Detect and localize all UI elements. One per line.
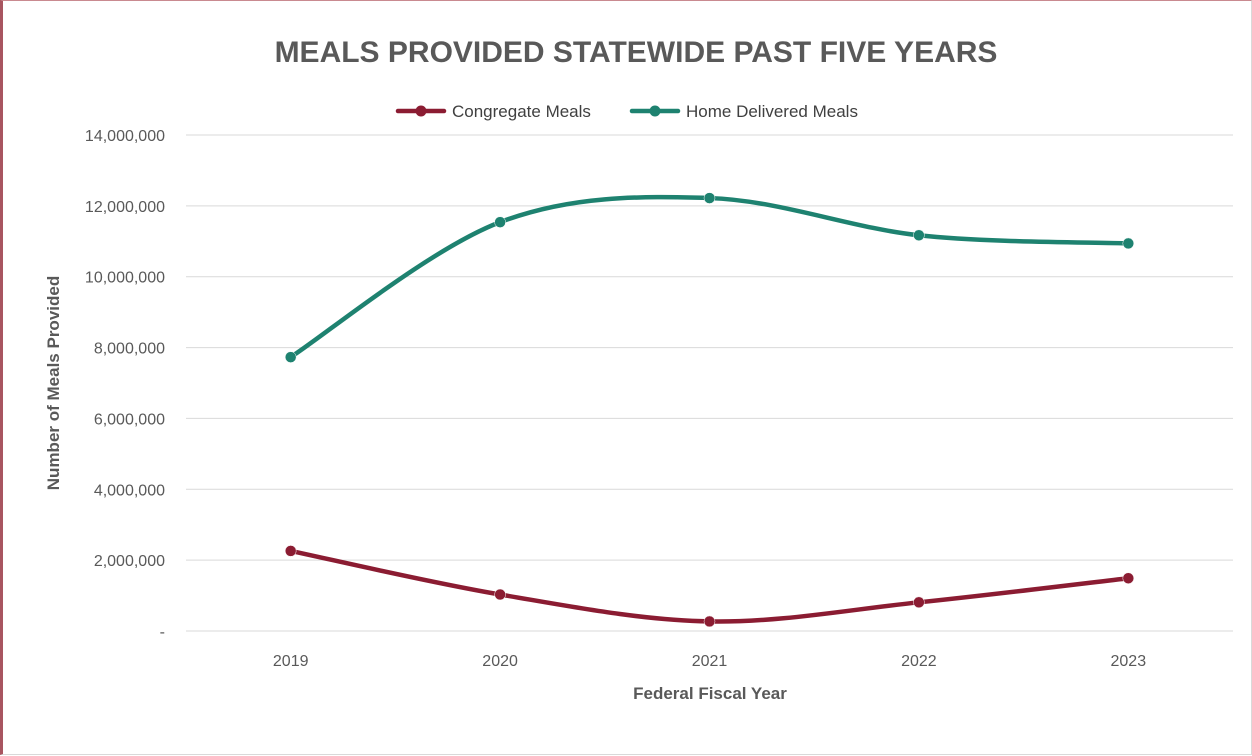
data-point <box>703 615 716 628</box>
series-home-delivered-meals <box>284 192 1135 363</box>
x-axis-ticks: 2019 2020 2021 2022 2023 <box>273 653 1146 670</box>
legend-label: Home Delivered Meals <box>686 102 858 121</box>
x-tick-label: 2019 <box>273 653 309 670</box>
x-tick-label: 2022 <box>901 653 937 670</box>
y-tick-label: 10,000,000 <box>85 270 165 287</box>
legend-item: Congregate Meals <box>395 102 591 121</box>
legend-swatch-marker <box>649 105 661 117</box>
data-point <box>284 545 297 557</box>
legend-label: Congregate Meals <box>452 102 591 121</box>
legend-swatch-marker <box>415 105 427 117</box>
data-point <box>494 588 506 601</box>
line-chart: MEALS PROVIDED STATEWIDE PAST FIVE YEARS… <box>44 36 1233 703</box>
series-congregate-meals <box>284 545 1135 628</box>
y-tick-label: 4,000,000 <box>94 482 165 499</box>
series-layer <box>284 192 1135 628</box>
y-tick-label: - <box>160 624 165 641</box>
data-point <box>913 229 925 242</box>
data-point <box>1122 237 1135 250</box>
series-line <box>288 548 1131 624</box>
legend-item: Home Delivered Meals <box>629 102 858 121</box>
data-point <box>494 216 506 228</box>
x-tick-label: 2023 <box>1111 653 1147 670</box>
y-axis-ticks: - 2,000,000 4,000,000 6,000,000 8,000,000 10,… <box>85 128 165 641</box>
data-point <box>703 192 716 204</box>
chart-title: MEALS PROVIDED STATEWIDE PAST FIVE YEARS <box>275 36 998 69</box>
data-point <box>284 351 297 363</box>
y-tick-label: 12,000,000 <box>85 199 165 216</box>
x-tick-label: 2021 <box>692 653 728 670</box>
data-point <box>1122 572 1135 584</box>
y-axis-title: Number of Meals Provided <box>44 276 63 490</box>
data-point <box>913 596 925 609</box>
y-tick-label: 6,000,000 <box>94 411 165 428</box>
legend: Congregate Meals Home Delivered Meals <box>395 102 858 121</box>
x-axis-title: Federal Fiscal Year <box>633 684 787 703</box>
x-tick-label: 2020 <box>482 653 518 670</box>
y-tick-label: 14,000,000 <box>85 128 165 145</box>
y-tick-label: 2,000,000 <box>94 553 165 570</box>
gridlines <box>186 134 1233 632</box>
y-tick-label: 8,000,000 <box>94 341 165 358</box>
